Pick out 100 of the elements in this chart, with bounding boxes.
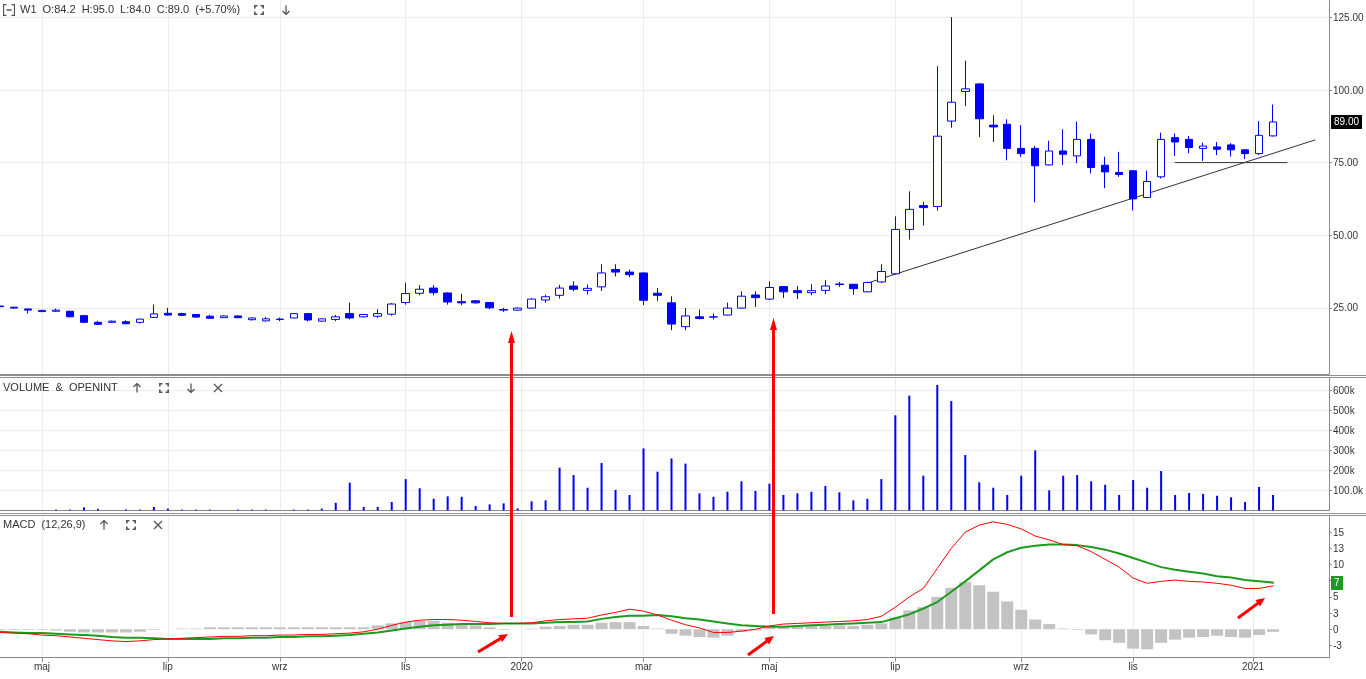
x-tick-label: 2021 xyxy=(1241,661,1265,673)
candlestick xyxy=(485,301,494,310)
bar xyxy=(987,591,1000,630)
candlestick xyxy=(653,287,662,302)
bar xyxy=(586,487,589,511)
bar xyxy=(404,479,407,511)
bar xyxy=(1169,629,1182,640)
bar xyxy=(553,626,566,630)
bar xyxy=(1006,494,1009,511)
bar xyxy=(931,596,944,630)
bar xyxy=(1272,494,1275,511)
candlestick xyxy=(262,316,270,322)
bar xyxy=(600,463,603,511)
y-tick-label: 200k xyxy=(1333,464,1356,476)
x-tick-label: mar xyxy=(634,661,653,673)
candlestick xyxy=(108,320,116,324)
y-tick-label: 25.00 xyxy=(1333,302,1359,314)
candlestick xyxy=(345,302,354,320)
x-tick-label: lis xyxy=(1128,661,1138,673)
bar xyxy=(726,491,729,511)
bar xyxy=(819,626,832,630)
candlestick xyxy=(695,309,704,320)
candlestick xyxy=(220,314,228,319)
candlestick xyxy=(905,190,914,241)
bar xyxy=(1015,609,1028,630)
candlestick xyxy=(639,271,648,306)
annotation: 7 xyxy=(1331,575,1343,590)
bar xyxy=(922,475,925,511)
candlestick xyxy=(625,268,634,278)
candlestick xyxy=(192,313,200,319)
bar xyxy=(105,629,118,633)
candlestick xyxy=(1269,104,1277,137)
bar xyxy=(1183,629,1196,638)
line-series xyxy=(0,543,1275,640)
y-tick-label: 50.00 xyxy=(1333,229,1359,241)
bar xyxy=(782,494,785,511)
bar xyxy=(572,475,575,511)
bar xyxy=(679,629,692,636)
y-tick-label: 15 xyxy=(1333,526,1345,538)
x-tick-label: maj xyxy=(33,661,51,673)
bar xyxy=(950,401,953,511)
bar xyxy=(1113,629,1126,643)
y-tick-label: 125.00 xyxy=(1333,11,1365,23)
bar xyxy=(712,496,715,511)
candlestick xyxy=(1087,133,1095,174)
bar xyxy=(824,485,827,511)
candlestick xyxy=(150,304,158,319)
bar xyxy=(530,501,533,511)
bar xyxy=(740,481,743,511)
bar xyxy=(628,494,631,511)
candlestick xyxy=(1129,169,1137,212)
candlestick xyxy=(178,312,186,317)
candlestick xyxy=(681,307,690,331)
candlestick xyxy=(527,297,536,309)
bar xyxy=(516,508,519,511)
candlestick xyxy=(52,308,60,313)
bar xyxy=(623,622,636,630)
bar xyxy=(1216,495,1219,511)
x-tick-label: wrz xyxy=(1012,661,1030,673)
bar xyxy=(1029,619,1042,630)
bar xyxy=(1020,475,1023,511)
bar xyxy=(833,625,846,630)
candlestick xyxy=(80,314,88,324)
candlestick xyxy=(234,315,242,319)
bar xyxy=(469,625,482,630)
bar xyxy=(1048,490,1051,511)
candlestick xyxy=(975,82,984,138)
candlestick xyxy=(373,308,382,319)
bar xyxy=(1174,494,1177,511)
candlestick xyxy=(387,302,396,317)
bar xyxy=(91,629,104,633)
candlestick xyxy=(863,281,872,293)
bar xyxy=(1197,629,1210,637)
y-tick-label: 500k xyxy=(1333,404,1356,416)
bar xyxy=(63,629,76,632)
annotation: 89.00 xyxy=(1331,114,1363,129)
candlestick xyxy=(1227,142,1235,158)
bar xyxy=(810,491,813,511)
candlestick xyxy=(611,263,620,277)
candlestick xyxy=(821,279,830,295)
candlestick xyxy=(919,201,928,227)
bar xyxy=(1225,629,1238,637)
candlestick xyxy=(933,65,942,212)
candlestick xyxy=(499,307,508,313)
candlestick xyxy=(1045,140,1053,167)
bar xyxy=(334,502,337,511)
candlestick xyxy=(38,309,46,313)
y-tick-label: 100.00 xyxy=(1333,84,1365,96)
bar xyxy=(502,503,505,511)
bar xyxy=(964,455,967,511)
bar xyxy=(978,482,981,511)
bar xyxy=(614,489,617,511)
bar xyxy=(1085,629,1098,635)
candlestick xyxy=(723,302,732,316)
x-tick-label: lip xyxy=(890,661,901,673)
candlestick xyxy=(807,283,816,296)
bar xyxy=(1127,629,1140,649)
candlestick xyxy=(471,299,480,305)
bar xyxy=(446,496,449,511)
bar xyxy=(693,629,706,637)
